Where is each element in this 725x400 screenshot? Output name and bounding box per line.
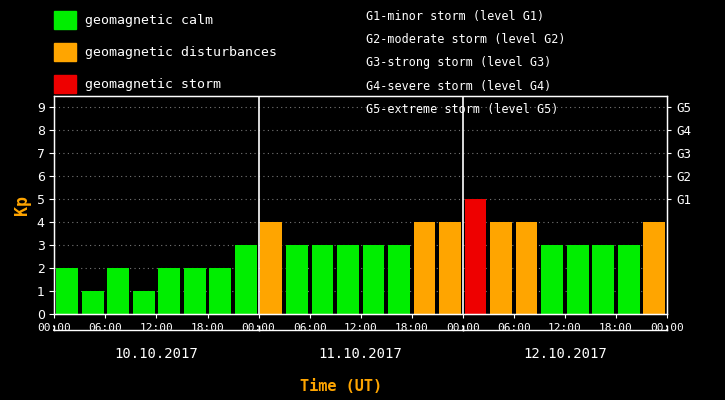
Text: G4-severe storm (level G4): G4-severe storm (level G4)	[366, 80, 552, 93]
Text: geomagnetic disturbances: geomagnetic disturbances	[85, 46, 277, 58]
Bar	[388, 245, 410, 314]
Bar	[210, 268, 231, 314]
Bar	[439, 222, 461, 314]
Text: 10.10.2017: 10.10.2017	[115, 347, 199, 361]
Text: 11.10.2017: 11.10.2017	[319, 347, 402, 361]
Bar	[337, 245, 359, 314]
Bar	[362, 245, 384, 314]
Text: G2-moderate storm (level G2): G2-moderate storm (level G2)	[366, 33, 566, 46]
Bar	[592, 245, 614, 314]
Bar	[542, 245, 563, 314]
Y-axis label: Kp: Kp	[13, 195, 31, 215]
Text: geomagnetic storm: geomagnetic storm	[85, 78, 221, 90]
Text: G1-minor storm (level G1): G1-minor storm (level G1)	[366, 10, 544, 23]
Bar	[158, 268, 180, 314]
Text: G3-strong storm (level G3): G3-strong storm (level G3)	[366, 56, 552, 69]
Bar	[82, 291, 104, 314]
Bar	[414, 222, 435, 314]
Bar	[107, 268, 129, 314]
Bar	[465, 199, 486, 314]
Bar	[235, 245, 257, 314]
Bar	[312, 245, 334, 314]
Bar	[515, 222, 537, 314]
Bar	[260, 222, 282, 314]
Text: Time (UT): Time (UT)	[299, 379, 382, 394]
Bar	[618, 245, 639, 314]
Bar	[184, 268, 206, 314]
Bar	[57, 268, 78, 314]
Bar	[286, 245, 307, 314]
Bar	[490, 222, 512, 314]
Bar	[567, 245, 589, 314]
Text: geomagnetic calm: geomagnetic calm	[85, 14, 213, 26]
Text: G5-extreme storm (level G5): G5-extreme storm (level G5)	[366, 103, 558, 116]
Bar	[133, 291, 154, 314]
Bar	[643, 222, 665, 314]
Text: 12.10.2017: 12.10.2017	[523, 347, 607, 361]
